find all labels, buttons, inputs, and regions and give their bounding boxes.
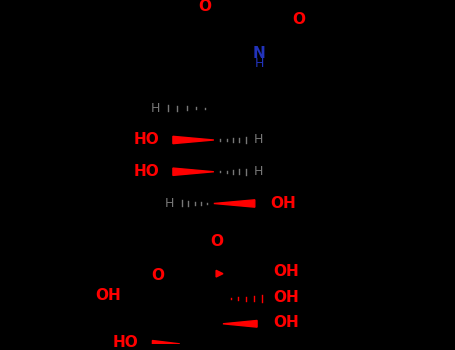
Text: OH: OH <box>273 265 299 280</box>
Text: HO: HO <box>133 133 159 147</box>
Polygon shape <box>223 321 257 327</box>
Text: H: H <box>254 165 263 178</box>
Text: OH: OH <box>95 288 121 303</box>
Text: O: O <box>198 0 211 14</box>
Text: H: H <box>254 133 263 147</box>
Text: HO: HO <box>133 164 159 179</box>
Text: OH: OH <box>273 289 299 304</box>
Text: OH: OH <box>271 196 297 211</box>
Text: H: H <box>255 57 264 70</box>
Polygon shape <box>173 168 214 175</box>
Polygon shape <box>216 270 223 277</box>
Polygon shape <box>214 200 255 207</box>
Text: O: O <box>211 234 223 250</box>
Text: O: O <box>293 12 305 27</box>
Text: H: H <box>164 197 174 210</box>
Text: O: O <box>151 268 164 283</box>
Text: H: H <box>151 102 160 115</box>
Text: N: N <box>253 46 266 61</box>
Text: OH: OH <box>273 315 299 330</box>
Polygon shape <box>152 341 180 347</box>
Text: HO: HO <box>113 335 139 350</box>
Polygon shape <box>173 136 214 144</box>
